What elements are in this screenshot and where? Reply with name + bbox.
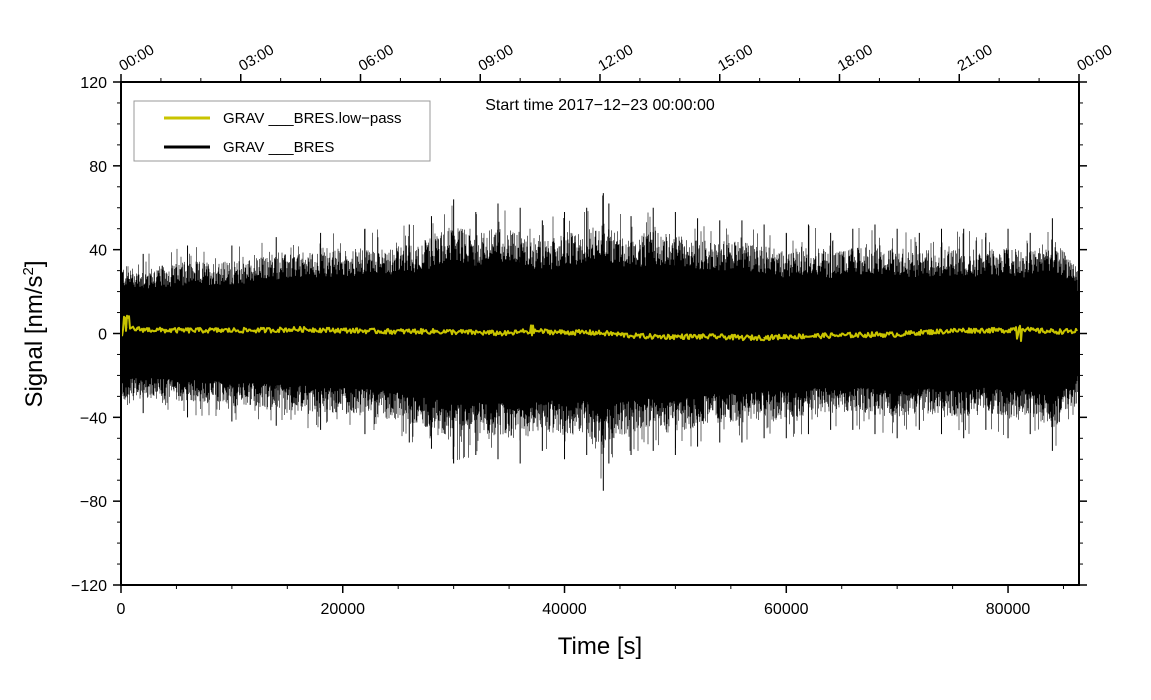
low-pass-point	[630, 334, 632, 337]
top-tick-label: 09:00	[475, 41, 516, 74]
low-pass-point	[674, 335, 677, 338]
x-axis-title: Time [s]	[558, 633, 642, 660]
legend-label-raw: GRAV ___BRES	[223, 139, 334, 156]
low-pass-point	[1007, 329, 1009, 332]
top-tick-label: 00:00	[1074, 41, 1115, 74]
low-pass-point	[530, 329, 533, 332]
legend-label-low-pass: GRAV ___BRES.low−pass	[223, 110, 402, 127]
y-axis-title-main: Signal [nm/s	[21, 275, 48, 407]
low-pass-point	[341, 329, 344, 332]
low-pass-point	[763, 336, 765, 339]
raw-trace-core	[121, 263, 1079, 413]
y-tick-label: −40	[80, 410, 107, 427]
low-pass-point	[940, 330, 943, 333]
y-tick-label: 0	[98, 327, 107, 344]
x-tick-label: 20000	[321, 601, 366, 618]
low-pass-point	[208, 329, 211, 332]
y-axis-ticks: −120 −80 −40 0 40 80 120	[71, 75, 1087, 595]
low-pass-point	[508, 332, 510, 335]
low-pass-point	[741, 336, 743, 339]
low-pass-point	[962, 329, 965, 332]
low-pass-point	[253, 329, 255, 332]
low-pass-point	[475, 331, 477, 334]
top-tick-label: 15:00	[715, 41, 756, 74]
low-pass-point	[829, 334, 832, 337]
y-tick-label: −120	[71, 578, 107, 595]
top-tick-label: 21:00	[954, 41, 995, 74]
y-axis-title-end: ]	[21, 260, 48, 267]
top-tick-label: 12:00	[595, 41, 636, 74]
y-axis-title-exponent: 2	[20, 267, 37, 275]
top-tick-label: 03:00	[236, 41, 277, 74]
x-tick-label: 40000	[542, 601, 587, 618]
low-pass-point	[718, 335, 721, 338]
low-pass-point	[1018, 326, 1020, 329]
low-pass-point	[136, 328, 139, 331]
start-time-annotation: Start time 2017−12−23 00:00:00	[485, 97, 715, 114]
low-pass-point	[608, 332, 610, 335]
low-pass-point	[297, 328, 300, 331]
legend: GRAV ___BRES.low−pass GRAV ___BRES	[133, 100, 431, 162]
y-tick-label: 120	[80, 75, 107, 92]
low-pass-point	[541, 330, 544, 333]
x-axis-ticks: 0 20000 40000 60000 80000	[117, 585, 1064, 618]
y-axis-title: Signal [nm/s2]	[20, 260, 48, 407]
x-tick-label: 0	[117, 601, 126, 618]
low-pass-point	[430, 330, 433, 333]
x-tick-label: 80000	[986, 601, 1031, 618]
low-pass-point	[896, 333, 898, 336]
low-pass-point	[785, 335, 788, 338]
low-pass-point	[1029, 329, 1032, 332]
raw-signal-trace	[120, 193, 1080, 491]
legend-box	[133, 100, 431, 162]
y-tick-label: 80	[89, 159, 107, 176]
low-pass-point	[985, 329, 987, 332]
low-pass-point	[585, 331, 588, 334]
low-pass-point	[652, 335, 655, 338]
low-pass-point	[918, 331, 921, 334]
x-tick-label: 60000	[764, 601, 809, 618]
low-pass-point	[125, 326, 128, 329]
low-pass-point	[1051, 330, 1054, 333]
low-pass-trace-path	[121, 314, 1078, 342]
y-tick-label: 40	[89, 243, 107, 260]
low-pass-point	[874, 333, 876, 336]
low-pass-signal-trace	[120, 314, 1080, 342]
low-pass-point	[386, 330, 388, 333]
top-tick-label: 00:00	[116, 41, 157, 74]
low-pass-point	[164, 329, 167, 332]
top-tick-label: 18:00	[835, 41, 876, 74]
low-pass-point	[696, 335, 699, 338]
top-time-axis-ticks: 00:00 03:00 06:00 09:00 12:00 15:00 18:00 21:00…	[116, 41, 1115, 82]
y-tick-label: −80	[80, 494, 107, 511]
low-pass-point	[563, 331, 566, 334]
top-tick-label: 06:00	[356, 41, 397, 74]
